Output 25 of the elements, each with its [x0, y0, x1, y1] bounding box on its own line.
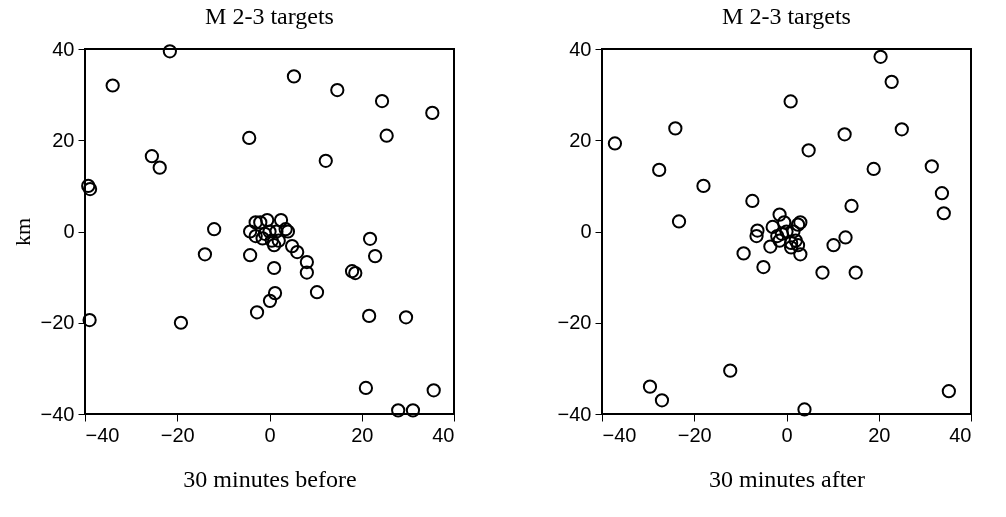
x-tick-label: 20 — [868, 423, 891, 446]
y-tick-label: 40 — [569, 37, 592, 60]
y-tick-label: 0 — [580, 220, 592, 242]
x-tick-label: 0 — [264, 423, 276, 446]
y-tick-label: 0 — [63, 220, 75, 242]
y-tick-label: 40 — [52, 37, 75, 60]
y-tick-label: −20 — [557, 311, 592, 334]
x-tick-label: 40 — [949, 423, 972, 446]
chart-title: M 2-3 targets — [722, 3, 851, 29]
y-tick-label: 20 — [52, 128, 75, 151]
x-tick-label: −20 — [677, 423, 712, 446]
x-axis-title: 30 minutes after — [709, 465, 865, 492]
y-axis-title: km — [9, 217, 35, 247]
y-tick-label: −40 — [557, 402, 592, 425]
y-tick-label: −20 — [40, 311, 75, 334]
x-tick-label: 0 — [781, 423, 793, 446]
x-tick-label: 20 — [351, 423, 374, 446]
x-tick-label: −20 — [160, 423, 195, 446]
x-tick-label: −40 — [85, 423, 120, 446]
x-tick-label: 40 — [432, 423, 455, 446]
y-tick-label: 20 — [569, 128, 592, 151]
chart-title: M 2-3 targets — [205, 3, 334, 29]
x-axis-title: 30 minutes before — [183, 465, 357, 492]
x-tick-label: −40 — [602, 423, 637, 446]
y-tick-label: −40 — [40, 402, 75, 425]
